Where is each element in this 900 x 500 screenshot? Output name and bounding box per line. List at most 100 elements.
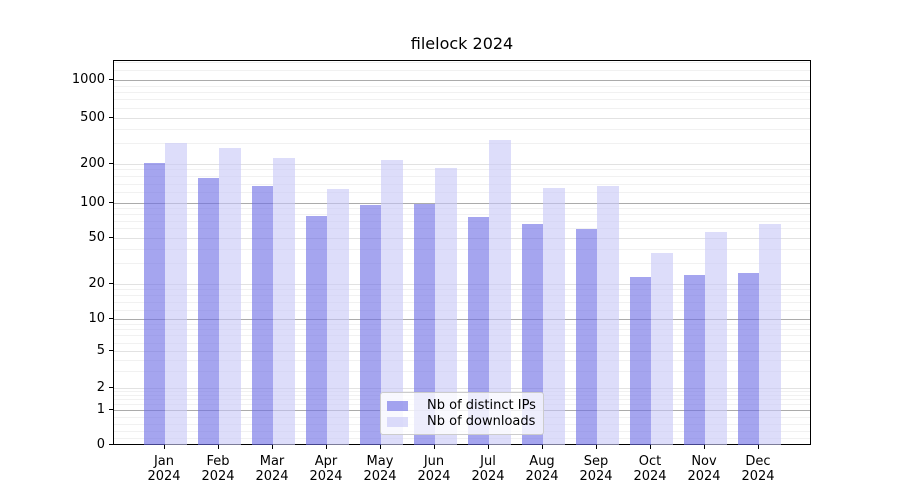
gridline [114, 295, 810, 297]
y-tick-label: 5 [96, 343, 105, 358]
bar-distinct-ips-apr [305, 215, 327, 445]
gridline [114, 61, 810, 63]
gridline [114, 359, 810, 361]
bar-distinct-ips-feb [197, 177, 219, 445]
y-tick-mark [109, 201, 113, 203]
x-tick-mark [595, 445, 597, 449]
x-tick-mark [703, 445, 705, 449]
y-tick-mark [109, 79, 113, 80]
gridline [114, 351, 810, 352]
bar-distinct-ips-jun [413, 204, 435, 445]
x-tick-label: Apr 2024 [309, 454, 343, 484]
x-tick-label: Sep 2024 [579, 454, 613, 484]
legend-swatch-distinct-ips [387, 401, 408, 411]
gridline [114, 107, 810, 109]
legend-swatch-downloads [387, 417, 408, 427]
y-tick-mark [109, 116, 113, 118]
y-tick-label: 2 [96, 379, 105, 395]
y-tick-mark [109, 236, 113, 238]
gridline [114, 202, 810, 204]
bar-downloads-oct [651, 253, 673, 445]
bar-distinct-ips-nov [683, 275, 705, 445]
x-tick-label: Dec 2024 [741, 454, 775, 484]
x-tick-mark [757, 445, 759, 449]
gridline [114, 85, 810, 87]
x-tick-mark [163, 445, 165, 449]
bar-distinct-ips-dec [737, 273, 759, 445]
gridline [114, 213, 810, 215]
gridline [114, 309, 810, 311]
gridline [114, 329, 810, 331]
bar-distinct-ips-aug [521, 223, 543, 445]
y-tick-mark [109, 162, 113, 164]
x-tick-label: May 2024 [363, 454, 397, 484]
gridline [114, 437, 810, 439]
bar-downloads-jul [489, 140, 511, 445]
gridline [114, 237, 810, 239]
gridline [114, 99, 810, 101]
gridline [114, 248, 810, 250]
bar-downloads-may [381, 159, 403, 445]
x-tick-label: Oct 2024 [633, 454, 667, 484]
bar-distinct-ips-jan [143, 162, 165, 445]
gridline [114, 143, 810, 145]
y-tick-label: 100 [80, 194, 105, 210]
y-tick-label: 200 [80, 155, 105, 171]
gridline [114, 192, 810, 194]
bar-downloads-jan [165, 143, 187, 445]
bar-distinct-ips-jul [467, 216, 489, 445]
gridline [114, 80, 810, 81]
y-tick-mark [109, 317, 113, 319]
gridline [114, 220, 810, 222]
gridline [114, 301, 810, 303]
gridline [114, 117, 810, 119]
gridline [114, 342, 810, 344]
x-tick-label: Aug 2024 [525, 454, 559, 484]
gridline [114, 289, 810, 291]
gridline [114, 163, 810, 165]
gridline [114, 318, 810, 320]
x-tick-label: Jan 2024 [147, 454, 181, 484]
x-tick-label: Jul 2024 [471, 454, 505, 484]
gridline [114, 283, 810, 285]
x-tick-label: Feb 2024 [201, 454, 235, 484]
x-tick-label: Mar 2024 [255, 454, 289, 484]
x-tick-mark [433, 445, 435, 449]
gridline [114, 323, 810, 325]
legend-label-downloads: Nb of downloads [427, 414, 536, 429]
bar-downloads-apr [327, 188, 349, 445]
gridline [114, 92, 810, 94]
x-tick-label: Jun 2024 [417, 454, 451, 484]
y-tick-label: 0 [96, 436, 105, 452]
y-tick-label: 20 [88, 275, 105, 291]
bar-downloads-sep [597, 186, 619, 445]
y-tick-mark [109, 350, 113, 351]
bar-downloads-feb [219, 148, 241, 445]
y-tick-label: 10 [88, 310, 105, 326]
y-tick-mark [109, 443, 113, 445]
bar-downloads-mar [273, 158, 295, 445]
y-tick-mark [109, 386, 113, 388]
x-tick-mark [217, 445, 219, 449]
bar-distinct-ips-oct [629, 277, 651, 445]
gridline [114, 263, 810, 265]
gridline [114, 169, 810, 171]
bar-downloads-nov [705, 232, 727, 445]
gridline [114, 228, 810, 230]
gridline [114, 335, 810, 337]
gridline [114, 70, 810, 72]
plot-area: Nb of distinct IPs Nb of downloads [113, 60, 811, 445]
gridline [114, 183, 810, 185]
legend: Nb of distinct IPs Nb of downloads [380, 392, 544, 435]
y-tick-label: 500 [80, 109, 105, 125]
bar-distinct-ips-may [359, 205, 381, 445]
gridline [114, 128, 810, 130]
y-tick-label: 1000 [71, 72, 105, 87]
x-tick-mark [541, 445, 543, 449]
x-tick-mark [325, 445, 327, 449]
x-tick-label: Nov 2024 [687, 454, 721, 484]
y-tick-mark [109, 408, 113, 410]
bar-distinct-ips-sep [575, 228, 597, 445]
bar-distinct-ips-mar [251, 186, 273, 445]
legend-label-distinct-ips: Nb of distinct IPs [427, 398, 536, 413]
